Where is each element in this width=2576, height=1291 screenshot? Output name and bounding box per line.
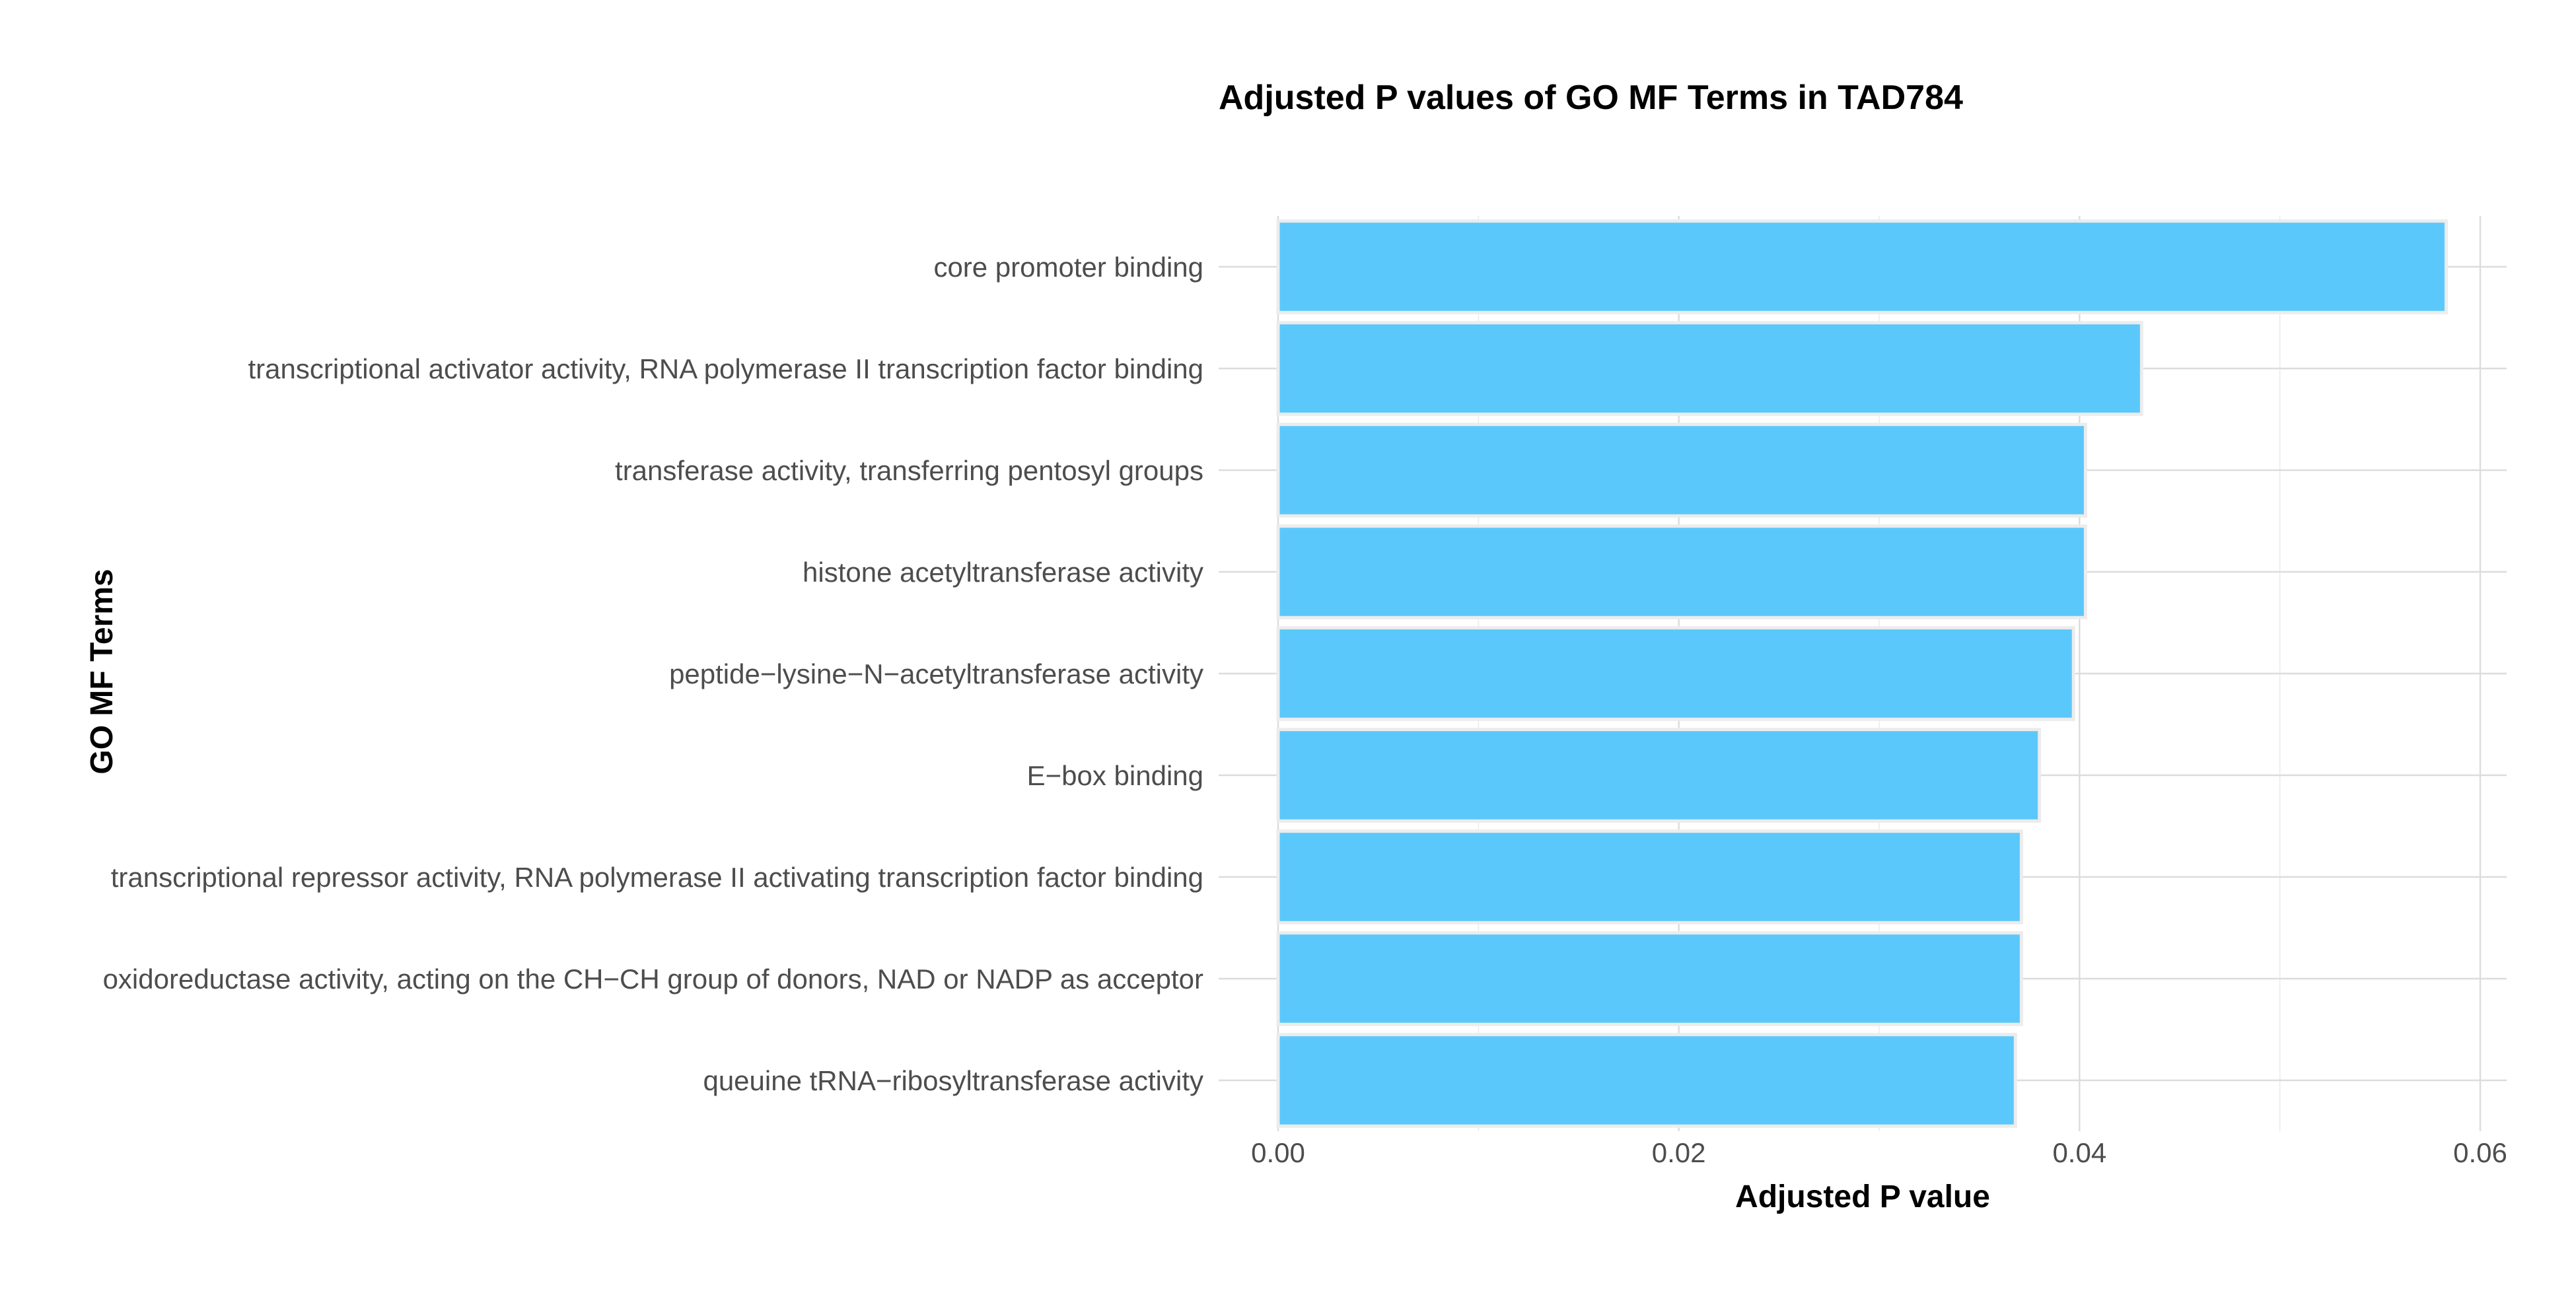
bars-layer — [1276, 219, 2448, 1128]
bar — [1276, 321, 2143, 416]
x-tick-label: 0.00 — [1251, 1137, 1305, 1168]
bar — [1276, 626, 2075, 721]
x-tick-label: 0.04 — [2052, 1137, 2106, 1168]
bar — [1276, 219, 2448, 314]
category-label: queuine tRNA−ribosyltransferase activity — [703, 1065, 1203, 1096]
category-labels: core promoter binding transcriptional act… — [103, 252, 1203, 1096]
x-axis-title: Adjusted P value — [1735, 1179, 1990, 1214]
x-tick-label: 0.06 — [2453, 1137, 2507, 1168]
bar — [1276, 728, 2042, 823]
bar — [1276, 931, 2023, 1026]
y-axis-title: GO MF Terms — [85, 569, 120, 774]
category-label: peptide−lysine−N−acetyltransferase activ… — [669, 658, 1203, 689]
bar — [1276, 1033, 2017, 1128]
bar — [1276, 524, 2087, 619]
category-label: oxidoreductase activity, acting on the C… — [103, 963, 1203, 994]
bar — [1276, 829, 2023, 925]
category-label: transferase activity, transferring pento… — [615, 455, 1203, 486]
category-label: transcriptional repressor activity, RNA … — [111, 862, 1203, 893]
category-label: core promoter binding — [933, 252, 1203, 283]
bar — [1276, 423, 2087, 518]
x-tick-labels: 0.00 0.02 0.04 0.06 — [1251, 1137, 2507, 1168]
category-label: transcriptional activator activity, RNA … — [248, 353, 1204, 384]
category-label: E−box binding — [1027, 760, 1203, 791]
category-label: histone acetyltransferase activity — [803, 557, 1203, 588]
x-tick-label: 0.02 — [1652, 1137, 1706, 1168]
chart-title: Adjusted P values of GO MF Terms in TAD7… — [1219, 79, 1963, 117]
